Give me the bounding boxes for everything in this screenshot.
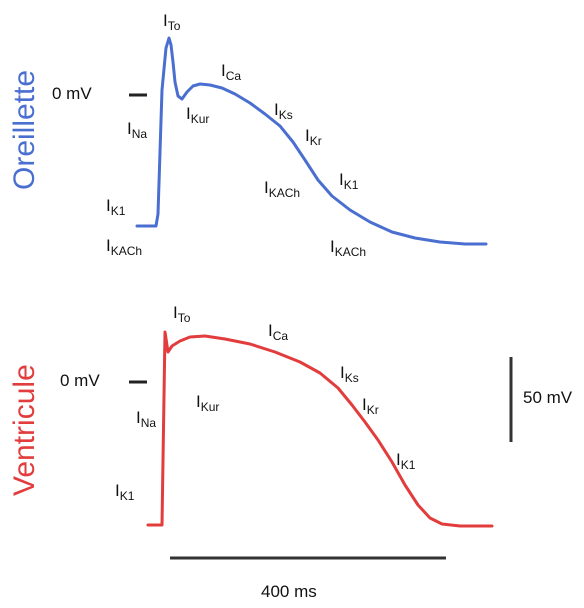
ventricle-current-ik1-right: IK1	[396, 450, 416, 472]
atrium-current-ikur: IKur	[186, 104, 210, 126]
time-scale-label: 400 ms	[261, 582, 317, 601]
ventricle-side-label: Ventricule	[8, 364, 41, 496]
ventricle-current-ikur: IKur	[196, 392, 220, 414]
atrium-side-label: Oreillette	[8, 69, 41, 190]
ventricle-current-ik1-left: IK1	[115, 481, 135, 503]
ventricle-zero-label: 0 mV	[60, 371, 100, 390]
ventricle-current-ina: INa	[136, 408, 157, 430]
atrium-current-ikach-bottom: IKACh	[330, 237, 367, 259]
ventricle-current-iks: IKs	[340, 363, 359, 385]
atrium-current-ik1-right: IK1	[339, 170, 359, 192]
atrium-current-ik1-left: IK1	[106, 196, 126, 218]
atrium-current-ina: INa	[127, 119, 148, 141]
atrium-zero-label: 0 mV	[52, 84, 92, 103]
atrium-current-ito: ITo	[163, 11, 181, 33]
voltage-scale-label: 50 mV	[523, 388, 573, 407]
ventricle-current-ica: ICa	[268, 321, 289, 343]
atrium-current-ikr: IKr	[305, 126, 322, 148]
atrium-action-potential-trace	[135, 36, 488, 246]
ventricle-current-ito: ITo	[173, 303, 191, 325]
atrium-current-ikach-left: IKACh	[106, 236, 143, 258]
atrium-current-ica: ICa	[221, 61, 242, 83]
atrium-current-iks: IKs	[274, 100, 293, 122]
ventricle-action-potential-trace	[146, 330, 494, 528]
atrium-current-ikach-mid: IKACh	[264, 178, 301, 200]
ventricle-current-ikr: IKr	[362, 395, 379, 417]
